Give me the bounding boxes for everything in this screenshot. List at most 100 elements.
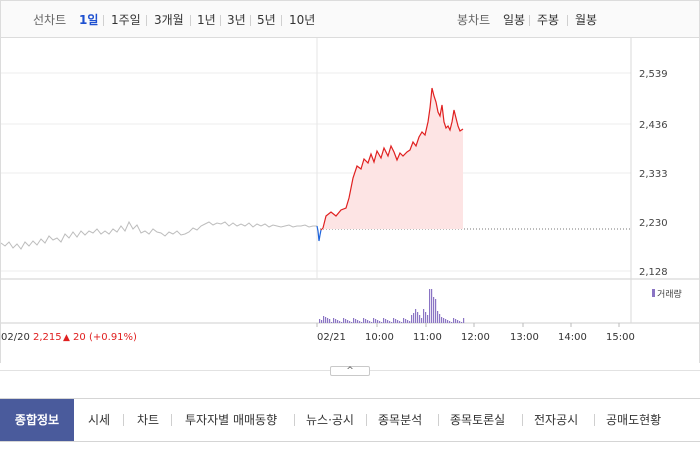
volume-bar [459, 321, 461, 323]
volume-bar [457, 320, 459, 323]
volume-bar [329, 319, 331, 323]
volume-bar [333, 318, 335, 323]
y-tick-label: 2,128 [639, 267, 668, 278]
volume-bar [375, 319, 377, 323]
volume-legend: 거래량 [657, 288, 682, 300]
volume-bar [357, 320, 359, 323]
volume-bar [415, 309, 417, 323]
volume-bar [403, 318, 405, 323]
volume-bar [385, 319, 387, 323]
today-down-line [316, 225, 322, 242]
candle-weekly[interactable]: 주봉 [537, 13, 560, 27]
time-tick-label: 12:00 [461, 332, 490, 343]
candle-monthly[interactable]: 월봉 [575, 13, 598, 27]
volume-bar [449, 321, 451, 323]
tab-analysis[interactable]: 종목분석 [378, 413, 423, 427]
candle-daily[interactable]: 일봉 [503, 13, 526, 27]
volume-bar [327, 318, 329, 323]
tab-overview[interactable]: 종합정보 [0, 399, 74, 441]
tab-short-selling[interactable]: 공매도현황 [606, 413, 662, 427]
volume-bar [429, 289, 431, 323]
change-arrow-icon: ▲ [63, 333, 70, 343]
tab-discussion[interactable]: 종목토론실 [450, 413, 506, 427]
volume-bar [367, 320, 369, 323]
today-up-line [320, 87, 464, 231]
volume-bar [405, 319, 407, 323]
volume-bar [395, 319, 397, 323]
y-tick-label: 2,230 [639, 218, 668, 229]
prev-date-label: 02/20 [1, 332, 30, 343]
period-3month[interactable]: 3개월 [154, 13, 184, 27]
volume-bar [355, 319, 357, 323]
volume-bar [363, 318, 365, 323]
tab-chart[interactable]: 차트 [137, 413, 160, 427]
volume-bar [339, 321, 341, 323]
volume-bar [441, 317, 443, 323]
volume-bar [423, 309, 425, 323]
volume-bar [417, 312, 419, 323]
period-1day[interactable]: 1일 [79, 13, 99, 27]
period-5year[interactable]: 5년 [257, 13, 276, 27]
period-1year[interactable]: 1년 [197, 13, 216, 27]
volume-bar [319, 319, 321, 323]
volume-bar [413, 313, 415, 323]
period-1week[interactable]: 1주일 [111, 13, 141, 27]
volume-bar [409, 321, 411, 323]
volume-bar [377, 320, 379, 323]
volume-bar [345, 319, 347, 323]
volume-bar [443, 318, 445, 323]
volume-bar [399, 321, 401, 323]
chevron-up-icon: ^ [346, 366, 354, 376]
volume-bar [451, 322, 453, 323]
volume-bar [397, 320, 399, 323]
gain-area-fill [321, 88, 463, 229]
time-tick-label: 11:00 [413, 332, 442, 343]
period-10year[interactable]: 10년 [289, 13, 316, 27]
current-date-label: 02/21 [317, 332, 346, 343]
volume-bar [425, 312, 427, 323]
volume-bar [437, 311, 439, 323]
tab-investor-trading[interactable]: 투자자별 매매동향 [185, 413, 278, 427]
time-tick-label: 15:00 [606, 332, 635, 343]
chart-toolbar: 선차트 1일 1주일 3개월 1년 3년 5년 10년 봉차트 일봉 주봉 월봉 [0, 0, 700, 38]
tab-news[interactable]: 뉴스·공시 [306, 413, 354, 427]
volume-bar [461, 322, 463, 323]
volume-bar [365, 319, 367, 323]
volume-bar [351, 322, 353, 323]
volume-bar [369, 321, 371, 323]
period-3year[interactable]: 3년 [227, 13, 246, 27]
y-tick-label: 2,333 [639, 169, 668, 180]
volume-bar [331, 322, 333, 323]
collapse-chart-button[interactable]: ^ [330, 366, 370, 376]
volume-bar [341, 322, 343, 323]
volume-bar [349, 321, 351, 323]
x-axis-labels: 02/20 2,215 ▲ 20 (+0.91%) 02/21 10:00 11… [1, 332, 635, 343]
stock-tab-bar: 종합정보 시세 차트 투자자별 매매동향 뉴스·공시 종목분석 종목토론실 전자… [0, 398, 700, 442]
time-tick-label: 14:00 [558, 332, 587, 343]
volume-bar [421, 318, 423, 323]
change-percent: (+0.91%) [89, 332, 137, 343]
volume-bars [319, 289, 465, 323]
volume-bar [325, 317, 327, 323]
volume-bar [389, 321, 391, 323]
volume-bar [401, 322, 403, 323]
volume-bar [393, 318, 395, 323]
volume-bar [431, 289, 433, 323]
x-axis-ticks [316, 323, 620, 327]
volume-bar [447, 320, 449, 323]
tab-quotes[interactable]: 시세 [88, 413, 111, 427]
volume-bar [353, 318, 355, 323]
price-chart: 2,539 2,436 2,333 2,230 2,128 거래량 02/20 … [0, 38, 699, 343]
tab-disclosure[interactable]: 전자공시 [534, 413, 579, 427]
volume-bar [335, 319, 337, 323]
candle-chart-label: 봉차트 [457, 13, 491, 27]
prev-day-line [0, 220, 317, 250]
volume-legend-swatch [652, 289, 655, 297]
volume-bar [435, 299, 437, 323]
volume-bar [381, 322, 383, 323]
volume-bar [427, 315, 429, 323]
volume-bar [323, 316, 325, 323]
prev-close-value: 2,215 [33, 332, 62, 343]
change-value: 20 [73, 332, 86, 343]
volume-bar [371, 322, 373, 323]
